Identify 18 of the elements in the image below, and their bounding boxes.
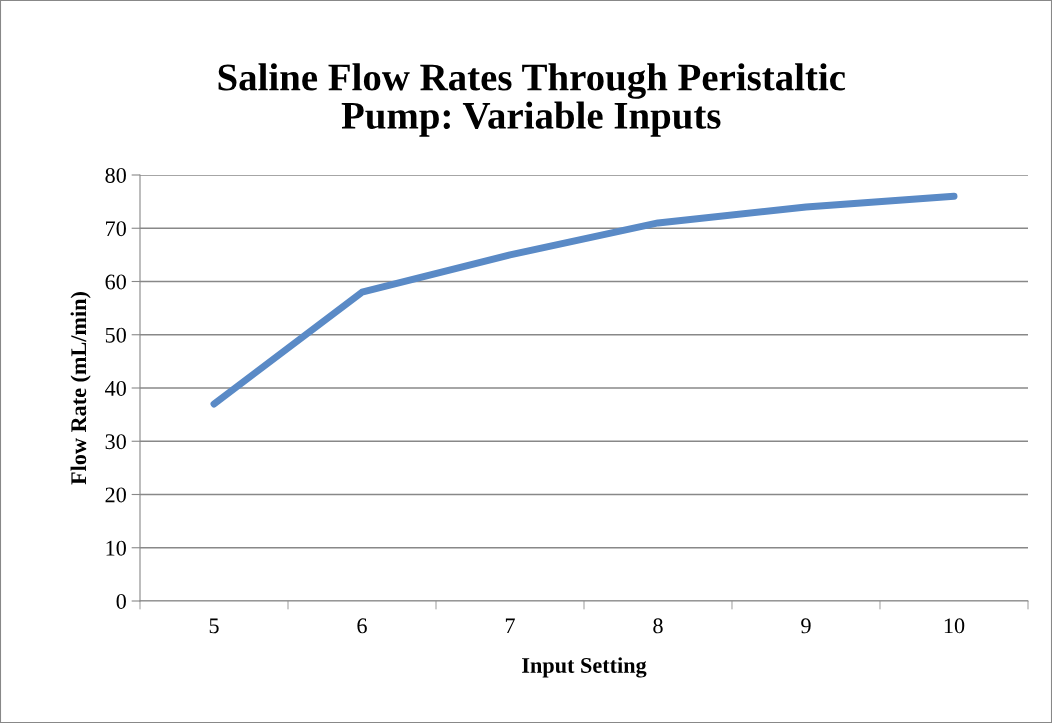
x-tick-label: 7 [505, 618, 515, 634]
y-tick-label: 80 [105, 167, 126, 183]
x-tick-label: 6 [357, 618, 367, 634]
y-tick-label: 60 [105, 274, 126, 290]
chart-title: Saline Flow Rates Through Peristaltic Pump: Variable Inputs [218, 63, 846, 137]
x-tick-label: 5 [209, 618, 219, 634]
y-axis-title: Flow Rate (mL/min) [70, 292, 91, 485]
y-tick-label: 50 [105, 327, 126, 343]
y-tick-label: 70 [106, 221, 126, 237]
x-tick-label: 10 [944, 618, 965, 634]
y-tick-label: 10 [106, 540, 126, 556]
y-tick-label: 40 [105, 380, 126, 396]
y-tick-label: 30 [105, 434, 126, 450]
y-tick-label: 0 [116, 593, 126, 609]
x-tick-label: 8 [653, 618, 663, 634]
x-tick-label: 9 [801, 618, 811, 634]
y-tick-label: 20 [105, 487, 126, 503]
x-axis-title: Input Setting [522, 657, 647, 678]
